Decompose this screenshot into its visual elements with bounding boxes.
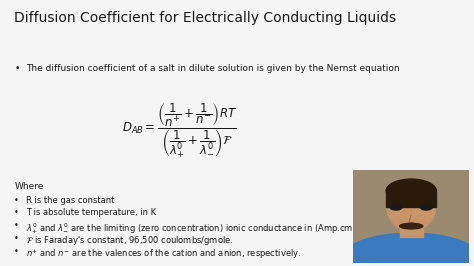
- Text: Diffusion Coefficient for Electrically Conducting Liquids: Diffusion Coefficient for Electrically C…: [14, 11, 396, 25]
- Ellipse shape: [386, 179, 436, 202]
- Text: •: •: [14, 208, 19, 217]
- Ellipse shape: [420, 205, 432, 210]
- Text: The diffusion coefficient of a salt in dilute solution is given by the Nernst eq: The diffusion coefficient of a salt in d…: [26, 64, 400, 73]
- Ellipse shape: [390, 205, 402, 210]
- Ellipse shape: [400, 223, 423, 229]
- Text: •: •: [14, 247, 19, 256]
- Text: $\lambda^{0}_{+}$ and $\lambda^{0}_{-}$ are the limiting (zero concentration) io: $\lambda^{0}_{+}$ and $\lambda^{0}_{-}$ …: [26, 221, 413, 236]
- Text: $\mathcal{F}$ is Faraday's constant, 96,500 coulombs/gmole.: $\mathcal{F}$ is Faraday's constant, 96,…: [26, 234, 233, 247]
- Text: $n^{+}$ and $n^{-}$ are the valences of the cation and anion, respectively.: $n^{+}$ and $n^{-}$ are the valences of …: [26, 247, 301, 261]
- Text: $D_{AB} = \dfrac{\left(\dfrac{1}{n^{+}}+\dfrac{1}{n^{-}}\right)RT}{\left(\dfrac{: $D_{AB} = \dfrac{\left(\dfrac{1}{n^{+}}+…: [122, 101, 238, 160]
- Text: •: •: [14, 196, 19, 205]
- Text: •: •: [14, 64, 19, 73]
- Ellipse shape: [341, 233, 474, 266]
- Bar: [400, 221, 423, 237]
- Text: T is absolute temperature, in K: T is absolute temperature, in K: [26, 208, 156, 217]
- Ellipse shape: [387, 184, 436, 231]
- Text: Where: Where: [14, 182, 44, 191]
- Text: •: •: [14, 234, 19, 243]
- Text: R is the gas constant: R is the gas constant: [26, 196, 114, 205]
- Text: •: •: [14, 221, 19, 230]
- Bar: [386, 189, 436, 207]
